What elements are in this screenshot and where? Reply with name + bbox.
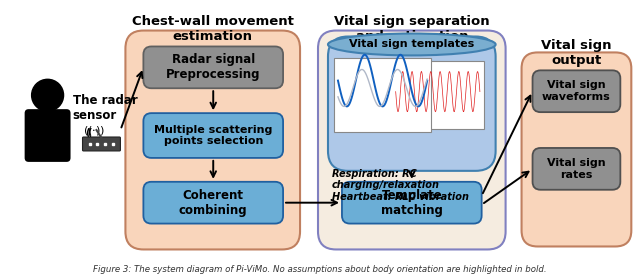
Ellipse shape [328, 34, 495, 55]
Text: Chest-wall movement
estimation: Chest-wall movement estimation [132, 15, 294, 43]
Text: Coherent
combining: Coherent combining [179, 189, 248, 217]
Text: Figure 3: The system diagram of Pi-ViMo. No assumptions about body orientation a: Figure 3: The system diagram of Pi-ViMo.… [93, 265, 547, 274]
FancyBboxPatch shape [143, 113, 283, 158]
FancyBboxPatch shape [532, 70, 620, 112]
Text: Vital sign templates: Vital sign templates [349, 39, 474, 50]
Text: The radar
sensor: The radar sensor [72, 94, 138, 122]
FancyBboxPatch shape [83, 137, 120, 151]
Text: Vital sign
rates: Vital sign rates [547, 158, 605, 180]
FancyBboxPatch shape [334, 59, 431, 132]
Text: Radar signal
Preprocessing: Radar signal Preprocessing [166, 53, 260, 81]
FancyBboxPatch shape [328, 36, 495, 171]
FancyBboxPatch shape [125, 31, 300, 249]
Circle shape [31, 79, 63, 111]
Text: Vital sign separation
and estimation: Vital sign separation and estimation [334, 15, 490, 43]
FancyBboxPatch shape [143, 182, 283, 224]
Text: Respiration: RC
charging/relaxation
Heartbeat: RLC vibration: Respiration: RC charging/relaxation Hear… [332, 169, 469, 202]
Text: $\mathbf{(\!(}$: $\mathbf{(\!(}$ [85, 126, 94, 140]
Text: Multiple scattering
points selection: Multiple scattering points selection [154, 125, 273, 146]
FancyBboxPatch shape [392, 61, 484, 129]
FancyBboxPatch shape [143, 46, 283, 88]
FancyBboxPatch shape [25, 109, 70, 162]
FancyBboxPatch shape [318, 31, 506, 249]
Text: Vital sign
output: Vital sign output [541, 39, 612, 67]
FancyBboxPatch shape [532, 148, 620, 190]
FancyBboxPatch shape [342, 182, 482, 224]
FancyBboxPatch shape [522, 52, 631, 246]
Text: $((\cdot))$: $((\cdot))$ [83, 123, 106, 137]
Text: Vital sign
waveforms: Vital sign waveforms [542, 80, 611, 102]
Text: Template
matching: Template matching [381, 189, 443, 217]
